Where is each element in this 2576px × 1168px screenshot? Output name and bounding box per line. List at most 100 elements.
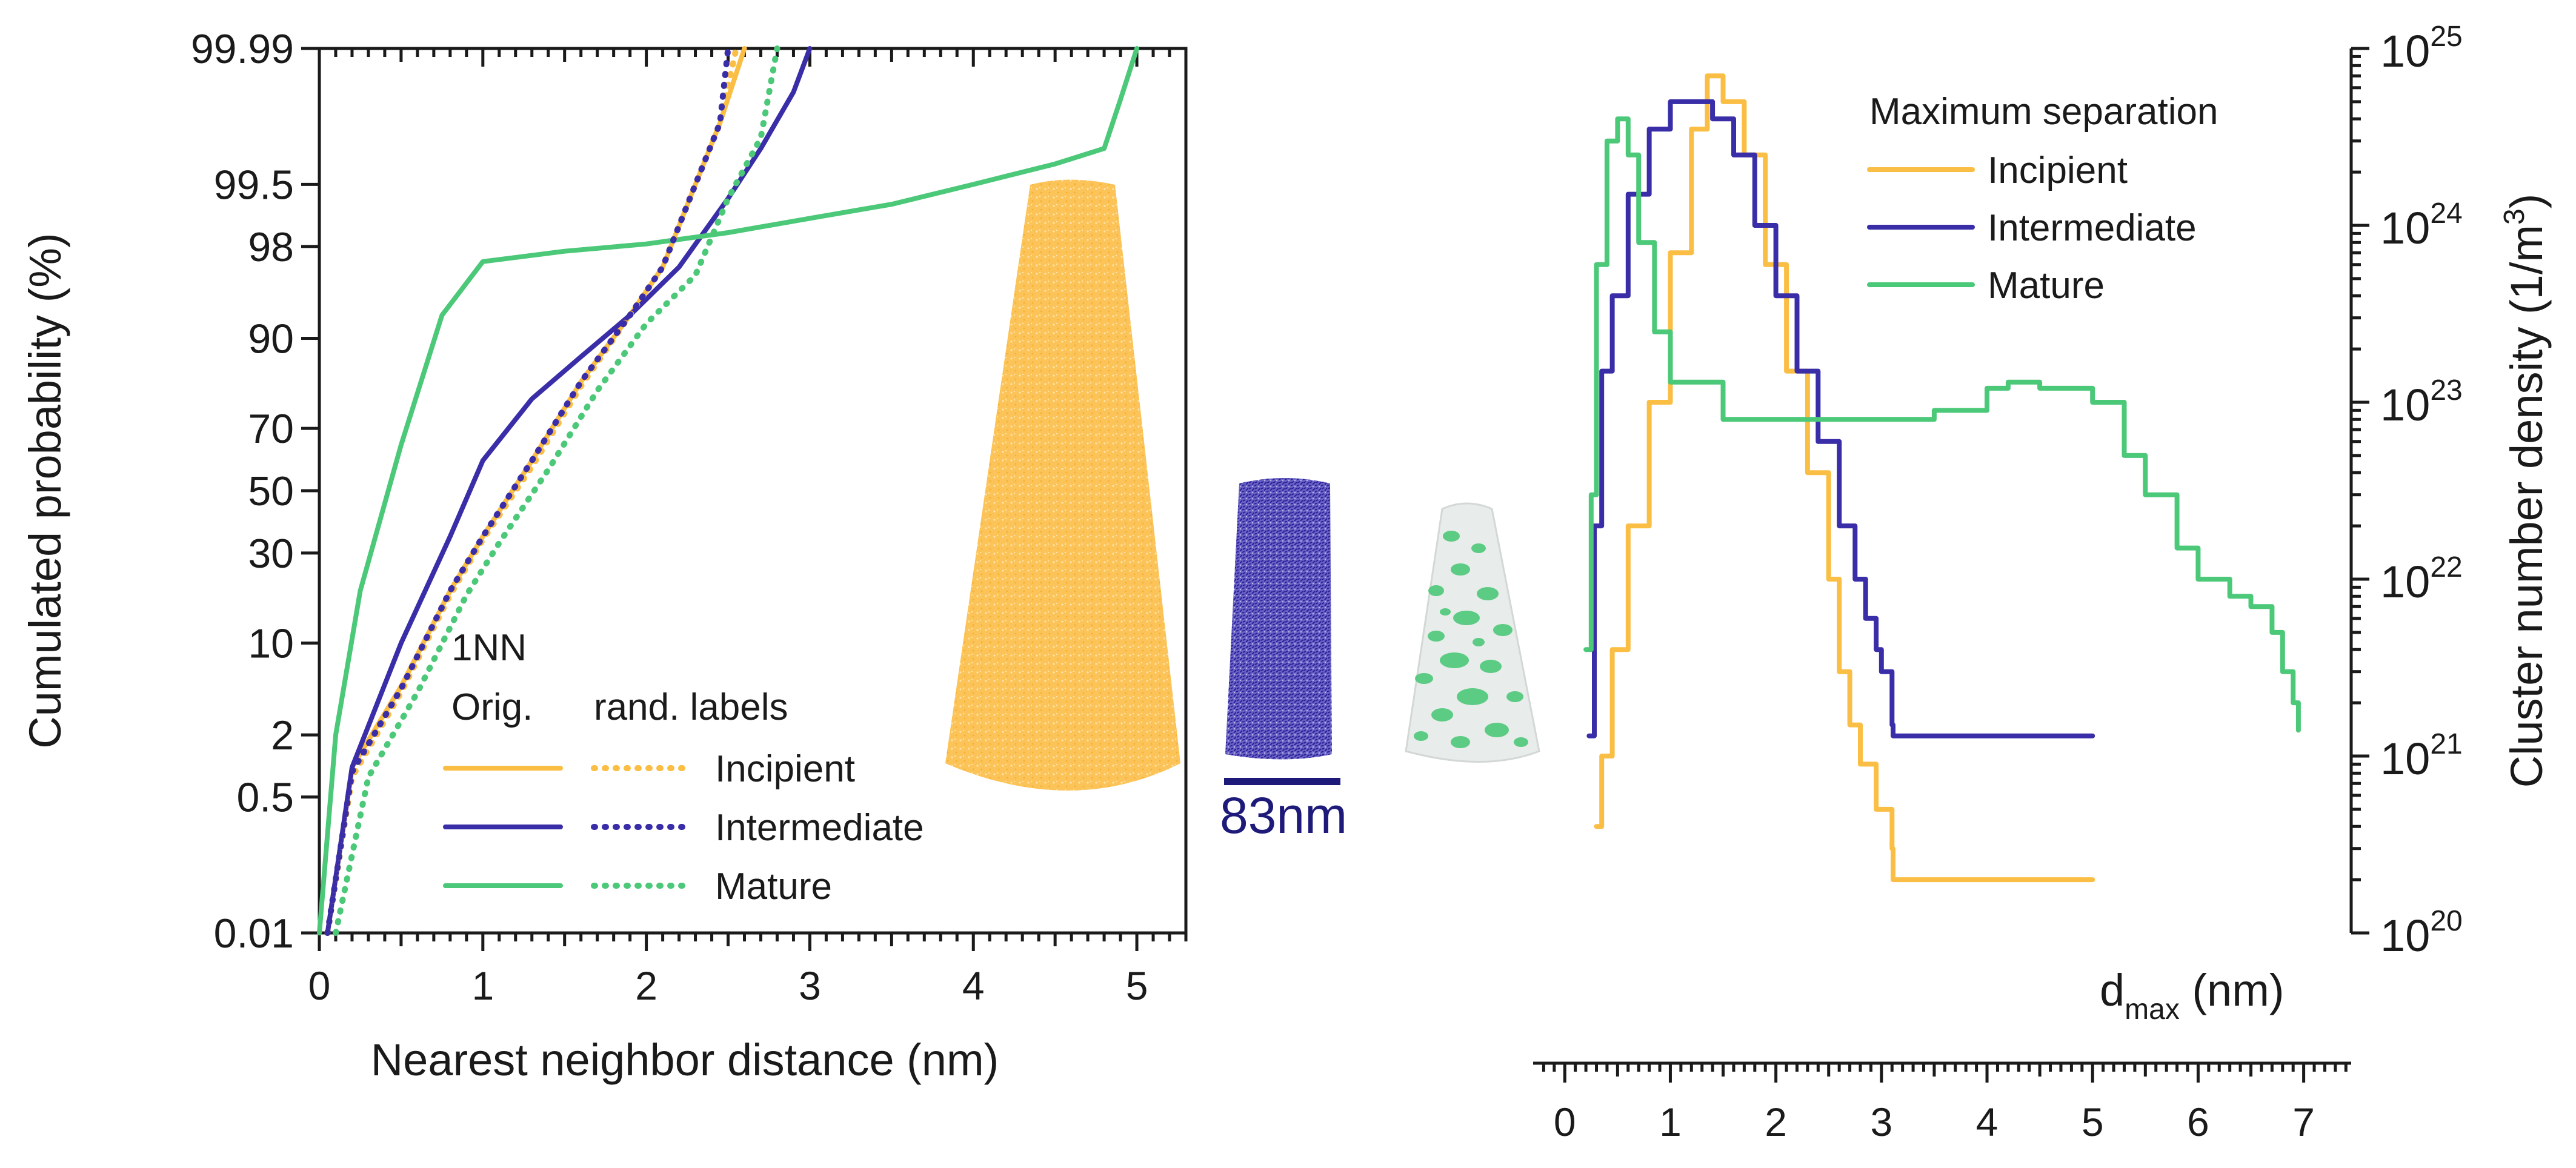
left-x-tick-label: 2: [635, 963, 657, 1008]
left-y-tick-label: 2: [271, 712, 294, 758]
left-y-tick-label: 98: [248, 224, 294, 270]
right-y-tick-label: 1023: [2380, 374, 2463, 430]
left-x-tick-label: 5: [1126, 963, 1148, 1008]
left-x-tick-label: 3: [799, 963, 821, 1008]
legend-label-incipient: Incipient: [715, 748, 855, 790]
legend-col-orig: Orig.: [451, 686, 533, 728]
inset-cluster: [1451, 563, 1470, 576]
right-y-tick-label: 1021: [2380, 728, 2463, 784]
right-y-tick-label: 1020: [2380, 905, 2463, 961]
tick-base: 10: [2380, 911, 2430, 961]
tick-exponent: 24: [2430, 197, 2462, 230]
right-x-tick-label: 5: [2082, 1100, 2104, 1144]
right-x-tick-label: 7: [2292, 1100, 2315, 1144]
tick-exponent: 22: [2430, 551, 2462, 583]
ylabel-close: ): [2501, 194, 2552, 209]
right-x-ticks: 0 1 2 3 4 5 6 7: [1542, 1063, 2348, 1144]
tick-exponent: 20: [2430, 905, 2462, 937]
left-y-tick-label: 70: [248, 406, 294, 452]
right-x-tick-label: 0: [1554, 1100, 1576, 1144]
tick-base: 10: [2380, 380, 2430, 430]
tick-base: 10: [2380, 557, 2430, 607]
left-x-tick-label: 0: [308, 963, 331, 1008]
legend-label-intermediate: Intermediate: [715, 807, 924, 849]
ylabel-main: Cluster number density (1/m: [2501, 225, 2552, 788]
inset-mature-shell: [1405, 502, 1540, 763]
inset-cluster: [1431, 708, 1453, 722]
left-x-axis-label: Nearest neighbor distance (nm): [371, 1035, 999, 1085]
left-legend: 1NN Orig. rand. labels Incipient Interme…: [443, 627, 924, 908]
left-series-mature-solid: [317, 46, 1140, 935]
inset-cluster: [1493, 624, 1513, 636]
left-panel: 0 1 2 3 4 5 0.01 0.5 2 10 30 50 70 90 98 99.5 99.99 Cum…: [20, 26, 1188, 1085]
tick-exponent: 21: [2430, 728, 2462, 760]
inset-cluster: [1477, 587, 1499, 600]
left-x-tick-label: 4: [962, 963, 985, 1008]
right-series-intermediate: [1586, 99, 2095, 738]
inset-cluster: [1457, 688, 1488, 705]
right-x-tick-label: 2: [1765, 1100, 1787, 1144]
left-y-axis-label: Cumulated probability (%): [20, 233, 70, 748]
xlabel-subscript: max: [2125, 994, 2180, 1026]
tick-base: 10: [2380, 26, 2430, 76]
scale-bar-label: 83nm: [1220, 787, 1347, 844]
inset-mature-clusters: [1414, 531, 1528, 748]
legend-label-mature-right: Mature: [1988, 265, 2105, 307]
legend-title-1nn: 1NN: [451, 627, 527, 669]
left-y-tick-label: 30: [248, 531, 294, 577]
left-y-tick-label: 99.99: [191, 26, 294, 72]
left-y-ticks: 0.01 0.5 2 10 30 50 70 90 98 99.5 99.99: [191, 26, 319, 957]
left-y-tick-label: 0.5: [236, 775, 294, 821]
right-x-tick-label: 1: [1659, 1100, 1682, 1144]
inset-cluster: [1443, 531, 1460, 542]
right-y-tick-label: 1025: [2380, 21, 2463, 76]
left-y-tick-label: 90: [248, 316, 294, 362]
left-y-tick-label: 50: [248, 468, 294, 514]
xlabel-unit: (nm): [2180, 965, 2285, 1015]
tick-exponent: 23: [2430, 374, 2462, 406]
right-series-incipient: [1594, 73, 2095, 883]
right-series: [1583, 73, 2301, 883]
inset-incipient-volume: [945, 179, 1180, 791]
inset-cluster: [1428, 585, 1444, 596]
tick-base: 10: [2380, 734, 2430, 784]
right-y-tick-label: 1022: [2380, 551, 2463, 607]
right-x-axis-label: dmax (nm): [2100, 965, 2285, 1026]
right-y-axis-label: Cluster number density (1/m3): [2498, 194, 2552, 788]
left-x-ticks: 0 1 2 3 4 5: [308, 48, 1188, 1008]
xlabel-d: d: [2100, 965, 2125, 1015]
left-series: [317, 45, 1140, 936]
tick-exponent: 25: [2430, 21, 2462, 53]
left-series-intermediate-dotted: [324, 45, 731, 936]
legend-label-incipient-right: Incipient: [1988, 150, 2128, 191]
inset-cluster: [1440, 652, 1469, 668]
tick-base: 10: [2380, 203, 2430, 253]
left-series-intermediate-solid: [325, 46, 813, 935]
left-series-mature-dotted: [333, 45, 780, 936]
legend-title-max-separation: Maximum separation: [1869, 91, 2218, 133]
inset-cluster: [1473, 638, 1485, 646]
ylabel-superscript: 3: [2498, 208, 2531, 225]
inset-cluster: [1428, 631, 1445, 642]
right-series-mature: [1583, 116, 2301, 733]
inset-cluster: [1506, 691, 1523, 702]
left-y-tick-label: 0.01: [214, 911, 294, 957]
inset-cluster: [1480, 660, 1502, 673]
right-y-tick-label: 1024: [2380, 197, 2463, 253]
inset-cluster: [1414, 731, 1428, 741]
inset-cluster: [1440, 608, 1451, 616]
inset-cluster: [1415, 673, 1433, 684]
inset-cluster: [1514, 737, 1528, 747]
inset-intermediate-volume: [1225, 478, 1332, 760]
right-x-tick-label: 3: [1870, 1100, 1892, 1144]
right-legend: Maximum separation Incipient Intermediat…: [1867, 91, 2218, 307]
atom-probe-inset: 83nm: [945, 179, 1540, 844]
right-x-tick-label: 6: [2187, 1100, 2209, 1144]
inset-cluster: [1471, 543, 1486, 553]
legend-label-mature: Mature: [715, 866, 832, 908]
inset-cluster: [1453, 611, 1480, 625]
left-x-tick-label: 1: [471, 963, 494, 1008]
